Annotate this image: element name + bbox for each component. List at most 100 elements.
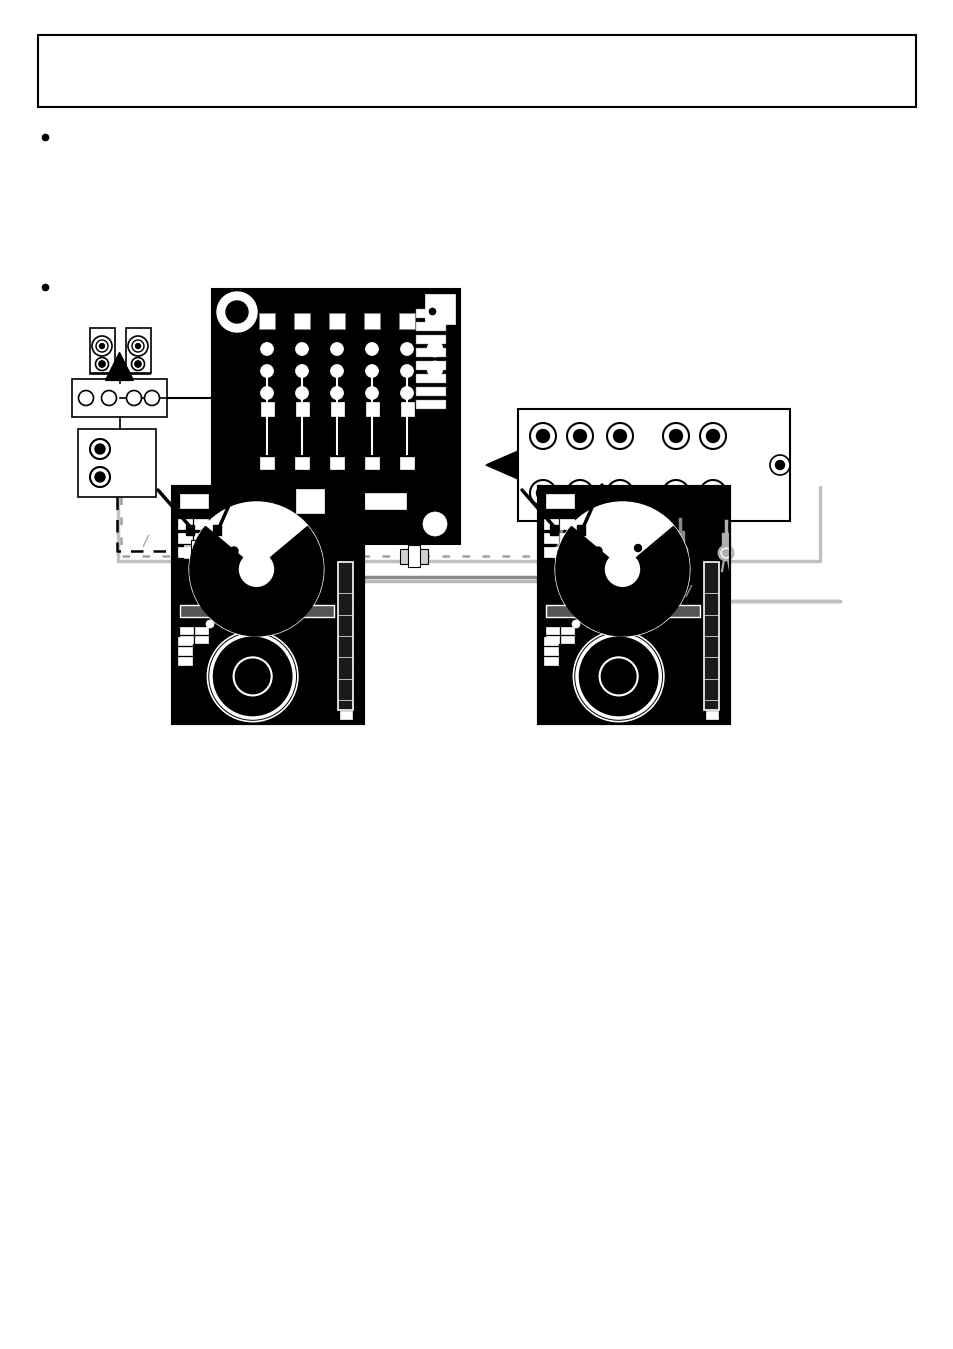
- Circle shape: [330, 343, 343, 356]
- Bar: [172, 486, 364, 724]
- Circle shape: [672, 544, 686, 558]
- Circle shape: [99, 360, 105, 367]
- Circle shape: [202, 546, 210, 554]
- Circle shape: [606, 480, 633, 506]
- Circle shape: [587, 571, 607, 591]
- Wedge shape: [190, 526, 323, 635]
- Bar: [295, 488, 324, 513]
- Circle shape: [559, 541, 579, 561]
- Circle shape: [233, 657, 272, 696]
- Bar: [178, 638, 192, 645]
- Wedge shape: [556, 526, 688, 635]
- Circle shape: [90, 438, 110, 459]
- Circle shape: [427, 362, 442, 376]
- Circle shape: [587, 541, 607, 561]
- Bar: [545, 604, 700, 616]
- Bar: [365, 402, 378, 415]
- Bar: [294, 457, 309, 469]
- Circle shape: [530, 480, 556, 506]
- Bar: [399, 549, 428, 564]
- Circle shape: [330, 364, 343, 378]
- Circle shape: [295, 387, 308, 399]
- Bar: [543, 533, 558, 542]
- Circle shape: [95, 472, 105, 482]
- Bar: [416, 387, 446, 397]
- Bar: [560, 635, 574, 642]
- Bar: [416, 336, 446, 344]
- Bar: [424, 294, 455, 324]
- Bar: [71, 379, 167, 417]
- Bar: [183, 544, 211, 558]
- Bar: [364, 313, 379, 329]
- Circle shape: [613, 487, 626, 499]
- Bar: [416, 309, 446, 318]
- Bar: [557, 533, 564, 549]
- Circle shape: [721, 549, 729, 557]
- Bar: [703, 563, 719, 710]
- Circle shape: [700, 480, 725, 506]
- Bar: [537, 486, 729, 724]
- Circle shape: [669, 429, 681, 442]
- Circle shape: [132, 340, 144, 352]
- Bar: [193, 546, 208, 557]
- Circle shape: [594, 546, 601, 554]
- Circle shape: [566, 424, 593, 449]
- Circle shape: [573, 429, 586, 442]
- Circle shape: [530, 424, 556, 449]
- Circle shape: [195, 571, 215, 591]
- Circle shape: [557, 549, 564, 557]
- Circle shape: [95, 357, 109, 371]
- Bar: [294, 313, 310, 329]
- Circle shape: [295, 364, 308, 378]
- Bar: [260, 457, 274, 469]
- Circle shape: [676, 548, 682, 554]
- Circle shape: [190, 503, 323, 635]
- Bar: [178, 657, 192, 665]
- Bar: [550, 525, 558, 536]
- Circle shape: [536, 429, 549, 442]
- Bar: [180, 626, 193, 634]
- Circle shape: [769, 455, 789, 475]
- Bar: [295, 402, 308, 415]
- Bar: [180, 635, 193, 642]
- Circle shape: [211, 635, 294, 718]
- Bar: [188, 536, 286, 587]
- Bar: [178, 533, 192, 542]
- Circle shape: [202, 577, 210, 585]
- Circle shape: [594, 577, 601, 585]
- Bar: [545, 494, 574, 509]
- Circle shape: [422, 513, 447, 536]
- Bar: [594, 532, 601, 546]
- Text: r: r: [682, 575, 686, 585]
- Circle shape: [260, 343, 274, 356]
- Bar: [233, 492, 406, 509]
- Bar: [416, 401, 446, 410]
- Circle shape: [700, 424, 725, 449]
- Bar: [330, 402, 343, 415]
- Bar: [543, 519, 558, 529]
- Bar: [258, 313, 274, 329]
- Bar: [194, 626, 208, 634]
- Circle shape: [400, 364, 413, 378]
- Bar: [78, 429, 156, 496]
- Circle shape: [99, 344, 105, 348]
- Circle shape: [590, 544, 604, 558]
- Bar: [126, 329, 151, 374]
- Circle shape: [226, 301, 248, 322]
- Circle shape: [239, 553, 273, 585]
- Bar: [180, 604, 334, 616]
- Bar: [537, 486, 729, 724]
- Bar: [178, 546, 192, 557]
- Circle shape: [554, 546, 567, 560]
- Bar: [416, 322, 446, 332]
- Circle shape: [195, 541, 215, 561]
- Circle shape: [260, 387, 274, 399]
- Bar: [213, 525, 221, 536]
- Bar: [634, 527, 641, 544]
- Bar: [543, 546, 558, 557]
- Circle shape: [224, 541, 244, 561]
- Bar: [186, 525, 193, 536]
- Bar: [260, 402, 274, 415]
- Bar: [543, 657, 558, 665]
- Circle shape: [400, 343, 413, 356]
